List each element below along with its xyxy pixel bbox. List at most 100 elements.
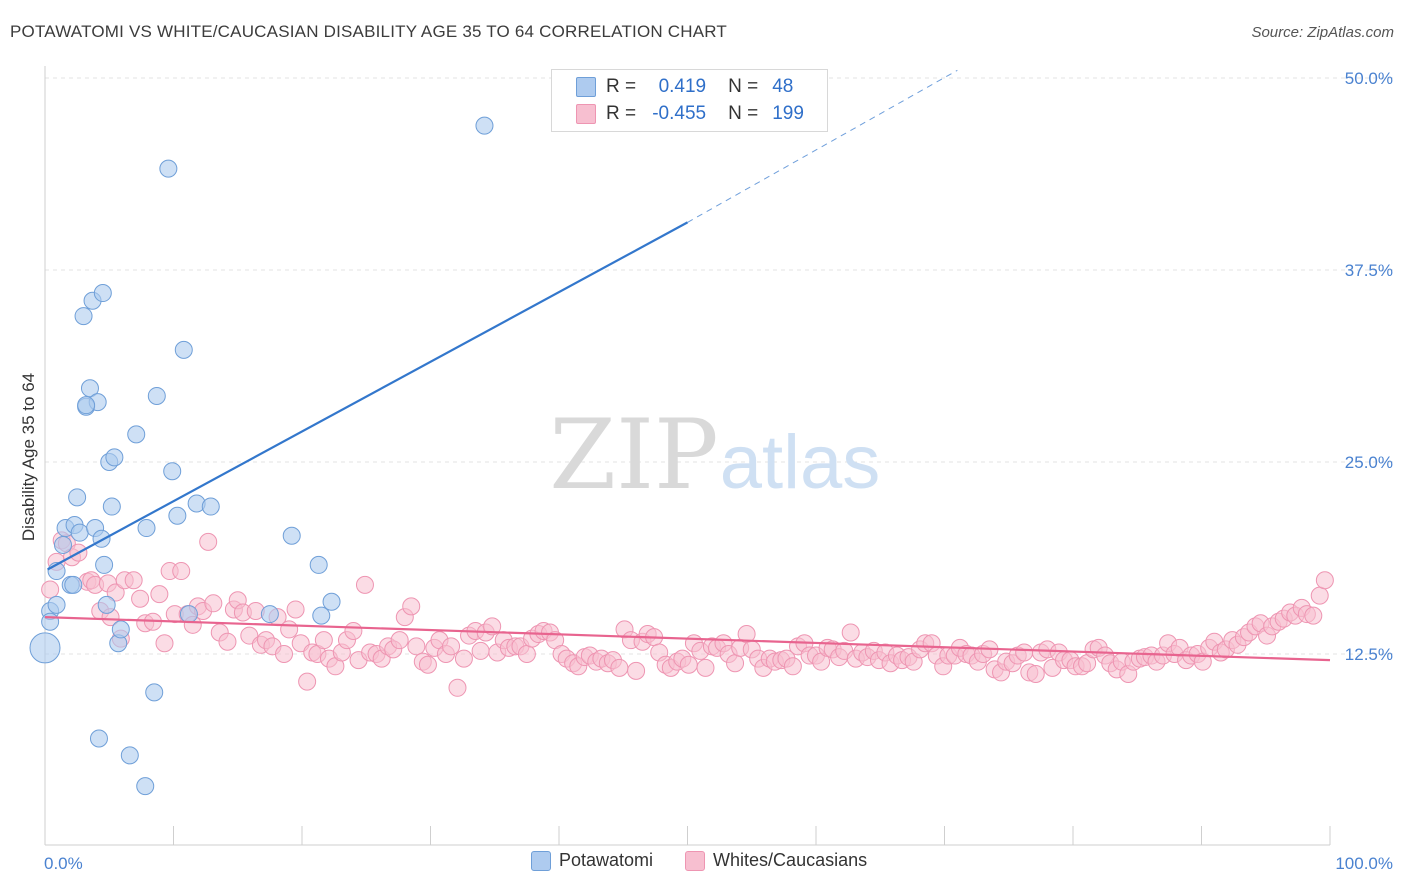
data-point — [131, 589, 150, 608]
data-point — [174, 340, 193, 359]
data-point — [111, 620, 130, 639]
data-point — [286, 600, 305, 619]
data-point — [105, 448, 124, 467]
data-point — [454, 649, 473, 668]
data-point — [627, 661, 646, 680]
data-point — [841, 623, 860, 642]
trend-line-whites — [44, 616, 1331, 662]
data-point — [280, 620, 299, 639]
data-point — [179, 605, 198, 624]
data-point — [483, 617, 502, 636]
trend-line-potawatomi — [47, 221, 689, 571]
data-point — [127, 425, 146, 444]
data-point — [124, 571, 143, 590]
data-point — [1315, 571, 1334, 590]
legend-row-potawatomi: R = 0.419 N = 48 — [552, 74, 793, 100]
r-label: R = — [606, 103, 637, 124]
series-whites-caucasians — [41, 531, 1334, 697]
data-point — [471, 641, 490, 660]
whites-swatch — [685, 850, 706, 871]
series-potawatomi — [29, 116, 494, 796]
watermark-atlas: atlas — [720, 420, 881, 505]
data-point — [696, 658, 715, 677]
r-value: -0.455 — [652, 103, 707, 124]
data-point — [282, 526, 301, 545]
n-value: 48 — [772, 76, 794, 97]
potawatomi-swatch — [531, 850, 551, 871]
data-point — [29, 632, 61, 664]
data-point — [95, 555, 114, 574]
watermark-zip: ZIP — [549, 399, 718, 511]
data-point — [475, 116, 494, 135]
data-point — [679, 655, 698, 674]
y-axis-label: Disability Age 35 to 64 — [19, 373, 38, 541]
data-point — [260, 605, 279, 624]
data-point — [137, 519, 156, 538]
data-point — [298, 672, 317, 691]
legend-potawatomi: Potawatomi — [559, 850, 654, 870]
data-point — [610, 658, 629, 677]
data-point — [204, 594, 223, 613]
data-point — [168, 506, 187, 525]
data-point — [102, 497, 121, 516]
data-point — [150, 585, 169, 604]
y-tick-label: 25.0% — [1345, 453, 1393, 472]
data-point — [312, 606, 331, 625]
r-value: 0.419 — [658, 76, 707, 97]
axes — [44, 66, 1331, 846]
data-point — [120, 746, 139, 765]
series-legend: Potawatomi Whites/Caucasians — [531, 850, 867, 871]
data-point — [199, 532, 218, 551]
data-point — [218, 632, 237, 651]
data-point — [172, 562, 191, 581]
data-point — [92, 529, 111, 548]
chart-title: POTAWATOMI VS WHITE/CAUCASIAN DISABILITY… — [10, 22, 728, 41]
data-point — [418, 655, 437, 674]
legend-row-whites: R = -0.455 N = 199 — [552, 101, 804, 127]
data-point — [1304, 606, 1323, 625]
data-point — [517, 645, 536, 663]
data-point — [390, 631, 409, 650]
data-point — [442, 637, 461, 656]
data-point — [163, 462, 182, 481]
data-point — [275, 645, 294, 663]
data-point — [68, 488, 87, 507]
blue-swatch — [576, 77, 596, 97]
data-point — [322, 592, 341, 611]
data-point — [344, 621, 363, 640]
data-point — [1026, 664, 1045, 683]
data-point — [93, 284, 112, 303]
r-label: R = — [606, 76, 637, 97]
data-point — [89, 729, 108, 748]
x-tick-label: 100.0% — [1335, 854, 1393, 873]
data-point — [53, 535, 72, 554]
data-point — [1310, 586, 1329, 605]
data-point — [97, 595, 116, 614]
data-point — [783, 657, 802, 676]
legend-whites: Whites/Caucasians — [713, 850, 868, 870]
pink-swatch — [576, 104, 596, 124]
y-tick-label: 12.5% — [1345, 645, 1393, 664]
n-value: 199 — [772, 103, 804, 124]
data-point — [309, 555, 328, 574]
data-point — [407, 637, 426, 656]
y-tick-label: 37.5% — [1345, 261, 1393, 280]
data-point — [201, 497, 220, 516]
data-point — [41, 580, 60, 599]
trend-line-potawatomi-extension — [687, 69, 958, 223]
data-point — [70, 523, 89, 542]
data-point — [314, 631, 333, 650]
data-point — [136, 777, 155, 796]
data-point — [159, 159, 178, 178]
data-point — [106, 583, 125, 602]
data-point — [74, 307, 93, 326]
data-point — [155, 634, 174, 653]
n-label: N = — [728, 76, 759, 97]
data-point — [402, 597, 421, 616]
data-point — [726, 654, 745, 673]
data-point — [64, 575, 83, 594]
data-point — [145, 683, 164, 702]
data-point — [41, 612, 60, 631]
x-tick-label: 0.0% — [44, 854, 83, 873]
